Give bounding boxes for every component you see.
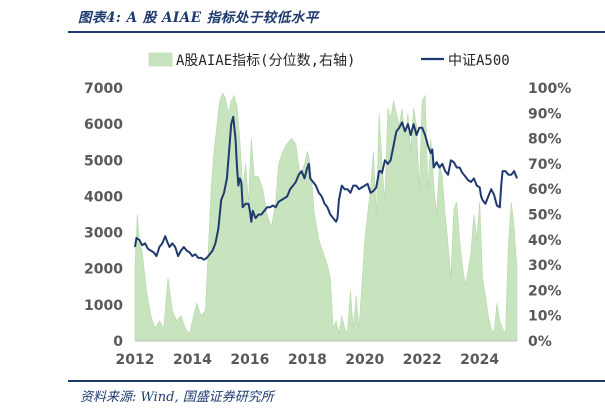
y-axis-right: 0% 10% 20% 30% 40% 50% 60% 70% 80% 90% 100% (528, 81, 571, 350)
source-note: 资料来源: Wind, 国盛证券研究所 (80, 390, 274, 405)
y-right-tick-label: 100% (528, 81, 571, 97)
x-tick-label: 2022 (403, 352, 442, 368)
x-axis: 2012 2014 2016 2018 2020 2022 2024 (116, 352, 500, 368)
y-right-tick-label: 90% (528, 106, 562, 122)
y-right-tick-label: 60% (528, 182, 562, 198)
y-left-tick-label: 4000 (84, 189, 123, 205)
y-left-tick-label: 5000 (84, 153, 123, 169)
y-left-tick-label: 3000 (84, 226, 123, 242)
y-left-tick-label: 6000 (84, 117, 123, 133)
y-left-tick-label: 2000 (84, 262, 123, 278)
series-line-a500 (134, 115, 518, 261)
legend-label-line: 中证A500 (448, 53, 510, 69)
y-right-tick-label: 30% (528, 258, 562, 274)
x-tick-label: 2016 (230, 352, 269, 368)
legend-swatch-area (148, 52, 173, 67)
x-tick-label: 2020 (345, 352, 384, 368)
chart-area: A股AIAE指标(分位数,右轴) 中证A500 0 1000 2000 3000 4000… (84, 52, 571, 368)
legend: A股AIAE指标(分位数,右轴) 中证A500 (148, 52, 510, 69)
footer-rule (68, 380, 605, 382)
y-right-tick-label: 70% (528, 157, 562, 173)
y-right-tick-label: 10% (528, 309, 562, 325)
legend-label-area: A股AIAE指标(分位数,右轴) (176, 53, 355, 69)
chart-title: 图表4: A 股 AIAE 指标处于较低水平 (78, 10, 319, 26)
x-tick-label: 2014 (173, 352, 212, 368)
series-area-aiae (134, 92, 518, 342)
x-tick-label: 2018 (288, 352, 327, 368)
header-rule (68, 31, 605, 33)
y-right-tick-label: 0% (528, 334, 552, 350)
y-right-tick-label: 50% (528, 208, 562, 224)
y-axis-left: 0 1000 2000 3000 4000 5000 6000 7000 (84, 81, 123, 350)
y-right-tick-label: 80% (528, 132, 562, 148)
y-right-tick-label: 40% (528, 233, 562, 249)
x-tick-label: 2012 (116, 352, 155, 368)
y-left-tick-label: 0 (113, 334, 123, 350)
x-tick-label: 2024 (460, 352, 499, 368)
y-left-tick-label: 7000 (84, 81, 123, 97)
plot-area (134, 92, 518, 342)
y-left-tick-label: 1000 (84, 298, 123, 314)
y-right-tick-label: 20% (528, 283, 562, 299)
